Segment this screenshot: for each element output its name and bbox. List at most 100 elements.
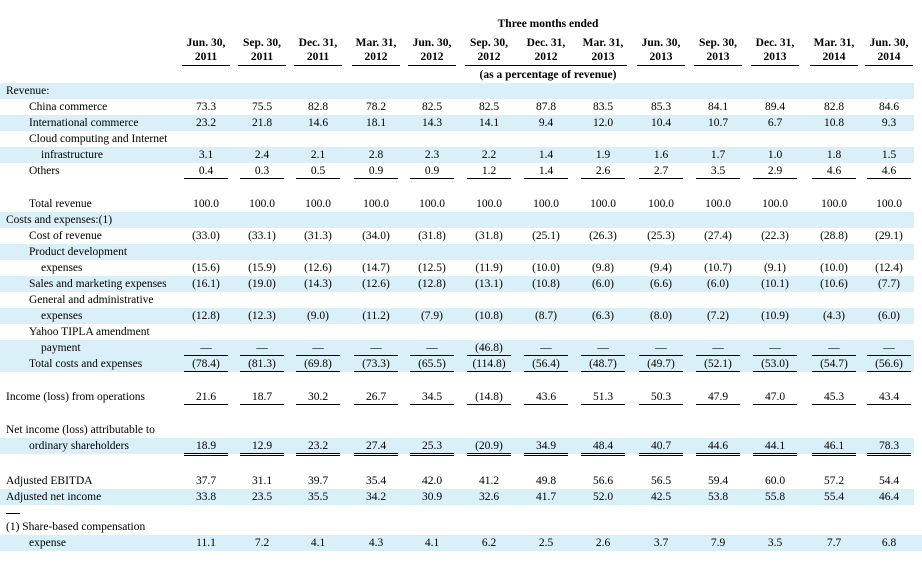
cell-value: 87.8 xyxy=(535,101,557,113)
cell-value: 4.3 xyxy=(368,537,384,549)
row-label: expense xyxy=(29,537,67,549)
cell-value: (12.6) xyxy=(362,278,390,290)
cell-value: (73.3) xyxy=(362,358,390,370)
cell-value: 4.6 xyxy=(881,165,897,177)
cell-value: 33.8 xyxy=(195,491,217,503)
cell-value: (8.0) xyxy=(649,310,673,322)
table-row: Product development xyxy=(0,244,922,260)
cell-value: 100.0 xyxy=(249,198,275,210)
cell-value: (69.8) xyxy=(304,358,332,370)
cell-value: 7.2 xyxy=(254,537,270,549)
table-row: Total costs and expenses (78.4) (81.3) (69.… xyxy=(0,356,922,372)
cell-value: — xyxy=(312,342,324,354)
table-row: Cost of revenue (33.0) (33.1) (31.3) (34.0) (… xyxy=(0,228,922,244)
cell-value: 100.0 xyxy=(762,198,788,210)
table-row: Net income (loss) attributable to xyxy=(0,422,922,438)
column-header-year: 2011 xyxy=(250,51,274,63)
subtotal-rule xyxy=(581,178,625,179)
total-double-rule xyxy=(296,453,340,456)
column-header-rule xyxy=(408,65,456,66)
subtotal-rule xyxy=(184,178,228,179)
cell-value: (27.4) xyxy=(704,230,732,242)
table-row: Total revenue 100.0 100.0 100.0 100.0 100.0 10… xyxy=(0,196,922,212)
subtotal-rule xyxy=(639,355,683,356)
cell-value: 9.3 xyxy=(881,117,897,129)
subtotal-rule xyxy=(696,355,740,356)
cell-value: (11.9) xyxy=(475,262,503,274)
subtotal-rule xyxy=(296,371,340,372)
cell-value: 59.4 xyxy=(707,475,729,487)
subtotal-rule xyxy=(354,404,398,405)
cell-value: (31.3) xyxy=(304,230,332,242)
cell-value: 46.1 xyxy=(823,440,845,452)
cell-value: 31.1 xyxy=(251,475,273,487)
total-double-rule xyxy=(524,453,568,456)
cell-value: 12.0 xyxy=(592,117,614,129)
subtotal-rule xyxy=(753,355,797,356)
column-header-year: 2012 xyxy=(477,51,501,63)
column-header-date: Dec. 31, xyxy=(298,37,338,49)
cell-value: 1.8 xyxy=(826,149,842,161)
table-row: expenses (12.8) (12.3) (9.0) (11.2) (7.9) (10.… xyxy=(0,308,922,324)
cell-value: (56.6) xyxy=(875,358,903,370)
cell-value: (12.6) xyxy=(304,262,332,274)
cell-value: 100.0 xyxy=(476,198,502,210)
row-highlight xyxy=(0,340,914,356)
cell-value: 42.5 xyxy=(650,491,672,503)
cell-value: (31.8) xyxy=(418,230,446,242)
cell-value: 3.5 xyxy=(710,165,726,177)
subtotal-rule xyxy=(184,371,228,372)
column-header-year: 2012 xyxy=(364,51,388,63)
cell-value: 7.9 xyxy=(710,537,726,549)
row-label: expenses xyxy=(41,310,83,322)
cell-value: (49.7) xyxy=(647,358,675,370)
cell-value: (25.1) xyxy=(532,230,560,242)
cell-value: 1.4 xyxy=(538,165,554,177)
subtotal-rule xyxy=(354,371,398,372)
cell-value: 25.3 xyxy=(421,440,443,452)
column-header-date: Jun. 30, xyxy=(641,37,681,49)
cell-value: (34.0) xyxy=(362,230,390,242)
table-row: payment — — — — — (46.8) — — — — — — — xyxy=(0,340,922,356)
cell-value: — xyxy=(200,342,212,354)
cell-value: 50.3 xyxy=(650,391,672,403)
cell-value: 1.0 xyxy=(767,149,783,161)
cell-value: 60.0 xyxy=(764,475,786,487)
cell-value: 6.7 xyxy=(767,117,783,129)
subtotal-rule xyxy=(639,178,683,179)
cell-value: (15.9) xyxy=(248,262,276,274)
cell-value: 4.6 xyxy=(826,165,842,177)
cell-value: (6.3) xyxy=(591,310,615,322)
cell-value: 30.9 xyxy=(421,491,443,503)
subtotal-rule xyxy=(753,371,797,372)
row-label: infrastructure xyxy=(41,149,103,161)
subtotal-rule xyxy=(467,355,511,356)
column-header-rule xyxy=(694,65,742,66)
subtotal-rule xyxy=(696,404,740,405)
cell-value: 2.1 xyxy=(310,149,326,161)
column-header-date: Dec. 31, xyxy=(526,37,566,49)
table-row: Adjusted net income 33.8 23.5 35.5 34.2 30.9 3… xyxy=(0,489,922,505)
column-header-date: Sep. 30, xyxy=(469,37,509,49)
cell-value: 100.0 xyxy=(305,198,331,210)
column-header-year: 2013 xyxy=(591,51,615,63)
cell-value: (10.0) xyxy=(820,262,848,274)
cell-value: (13.1) xyxy=(475,278,503,290)
column-header-date: Jun. 30, xyxy=(186,37,226,49)
total-double-rule xyxy=(410,453,454,456)
column-header-date: Mar. 31, xyxy=(813,37,855,49)
subtotal-rule xyxy=(467,178,511,179)
column-header-date: Sep. 30, xyxy=(242,37,282,49)
cell-value: — xyxy=(540,342,552,354)
cell-value: (10.8) xyxy=(532,278,560,290)
row-label: Total costs and expenses xyxy=(29,358,143,370)
cell-value: (19.0) xyxy=(248,278,276,290)
row-label: expenses xyxy=(41,262,83,274)
row-label: General and administrative xyxy=(29,294,154,306)
table-row: Others 0.4 0.3 0.5 0.9 0.9 1.2 1.4 2.6 2.7 3.5 2.9 4… xyxy=(0,163,922,179)
cell-value: (12.8) xyxy=(192,310,220,322)
subtotal-rule xyxy=(354,178,398,179)
cell-value: (6.6) xyxy=(649,278,673,290)
percentage-subtitle: (as a percentage of revenue) xyxy=(479,69,617,81)
cell-value: 3.1 xyxy=(198,149,214,161)
